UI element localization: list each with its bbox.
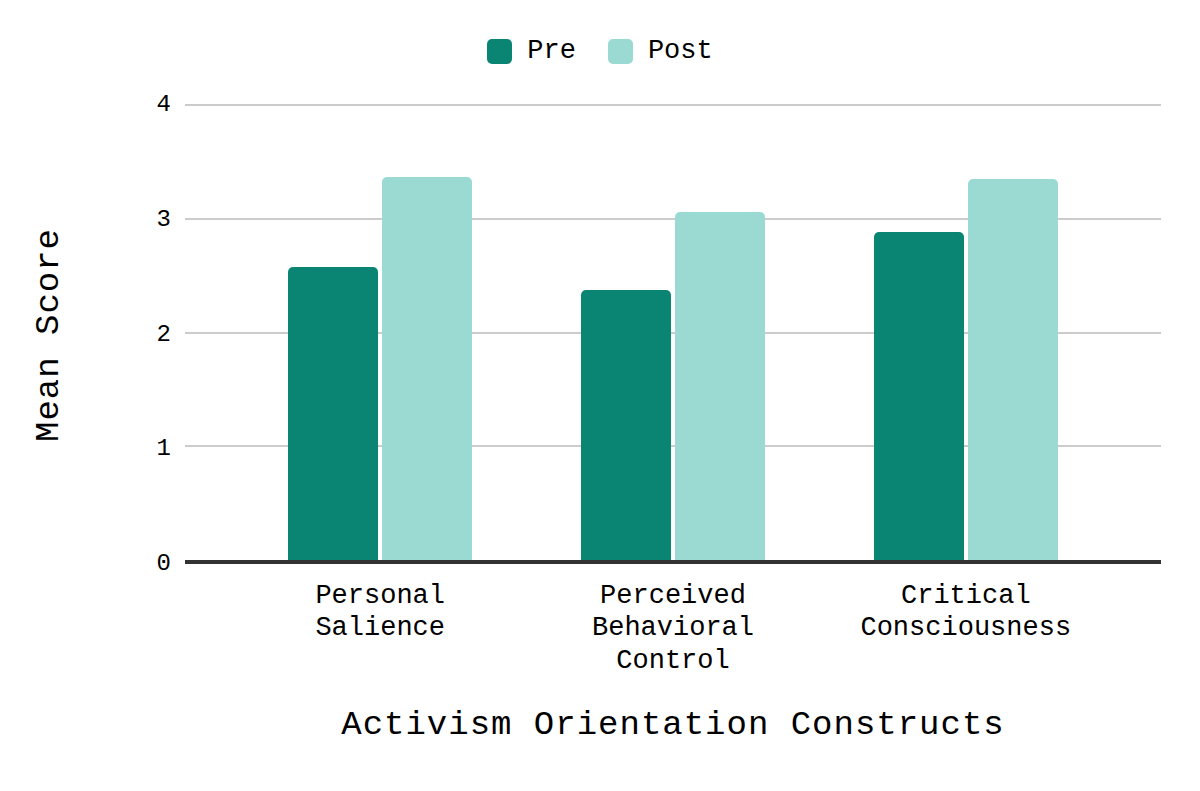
legend-swatch-post	[608, 39, 633, 64]
legend-swatch-pre	[487, 39, 512, 64]
legend-item-post: Post	[608, 38, 713, 65]
legend-label-pre: Pre	[527, 38, 576, 65]
y-tick-label-3: 3	[157, 208, 171, 232]
plot-area	[185, 105, 1161, 564]
y-tick-label-1: 1	[157, 437, 171, 461]
y-axis-title-wrap: Mean Score	[12, 105, 86, 564]
bar-pre-3	[874, 232, 964, 560]
bar-pre-2	[581, 290, 671, 560]
chart-canvas: Pre Post Mean Score 0 1 2 3 4 Personal Salie…	[0, 0, 1200, 791]
y-tick-label-2: 2	[157, 323, 171, 347]
x-axis-category-labels: Personal Salience Perceived Behavioral C…	[185, 580, 1161, 690]
bar-group-1	[288, 105, 472, 560]
bar-pre-1	[288, 267, 378, 560]
x-axis-title: Activism Orientation Constructs	[185, 706, 1161, 744]
category-label-personal-salience: Personal Salience	[255, 580, 505, 645]
bar-post-1	[382, 177, 472, 560]
category-label-perceived-behavioral-control: Perceived Behavioral Control	[548, 580, 798, 677]
bar-post-3	[968, 179, 1058, 560]
bar-group-2	[581, 105, 765, 560]
bar-post-2	[675, 212, 765, 560]
category-label-critical-consciousness: Critical Consciousness	[841, 580, 1091, 645]
bar-group-3	[874, 105, 1058, 560]
legend: Pre Post	[0, 38, 1200, 65]
legend-item-pre: Pre	[487, 38, 576, 65]
y-tick-label-4: 4	[157, 93, 171, 117]
y-axis-tick-labels: 01234	[119, 105, 171, 564]
legend-label-post: Post	[648, 38, 713, 65]
y-tick-label-0: 0	[157, 552, 171, 576]
y-axis-title: Mean Score	[30, 227, 68, 441]
